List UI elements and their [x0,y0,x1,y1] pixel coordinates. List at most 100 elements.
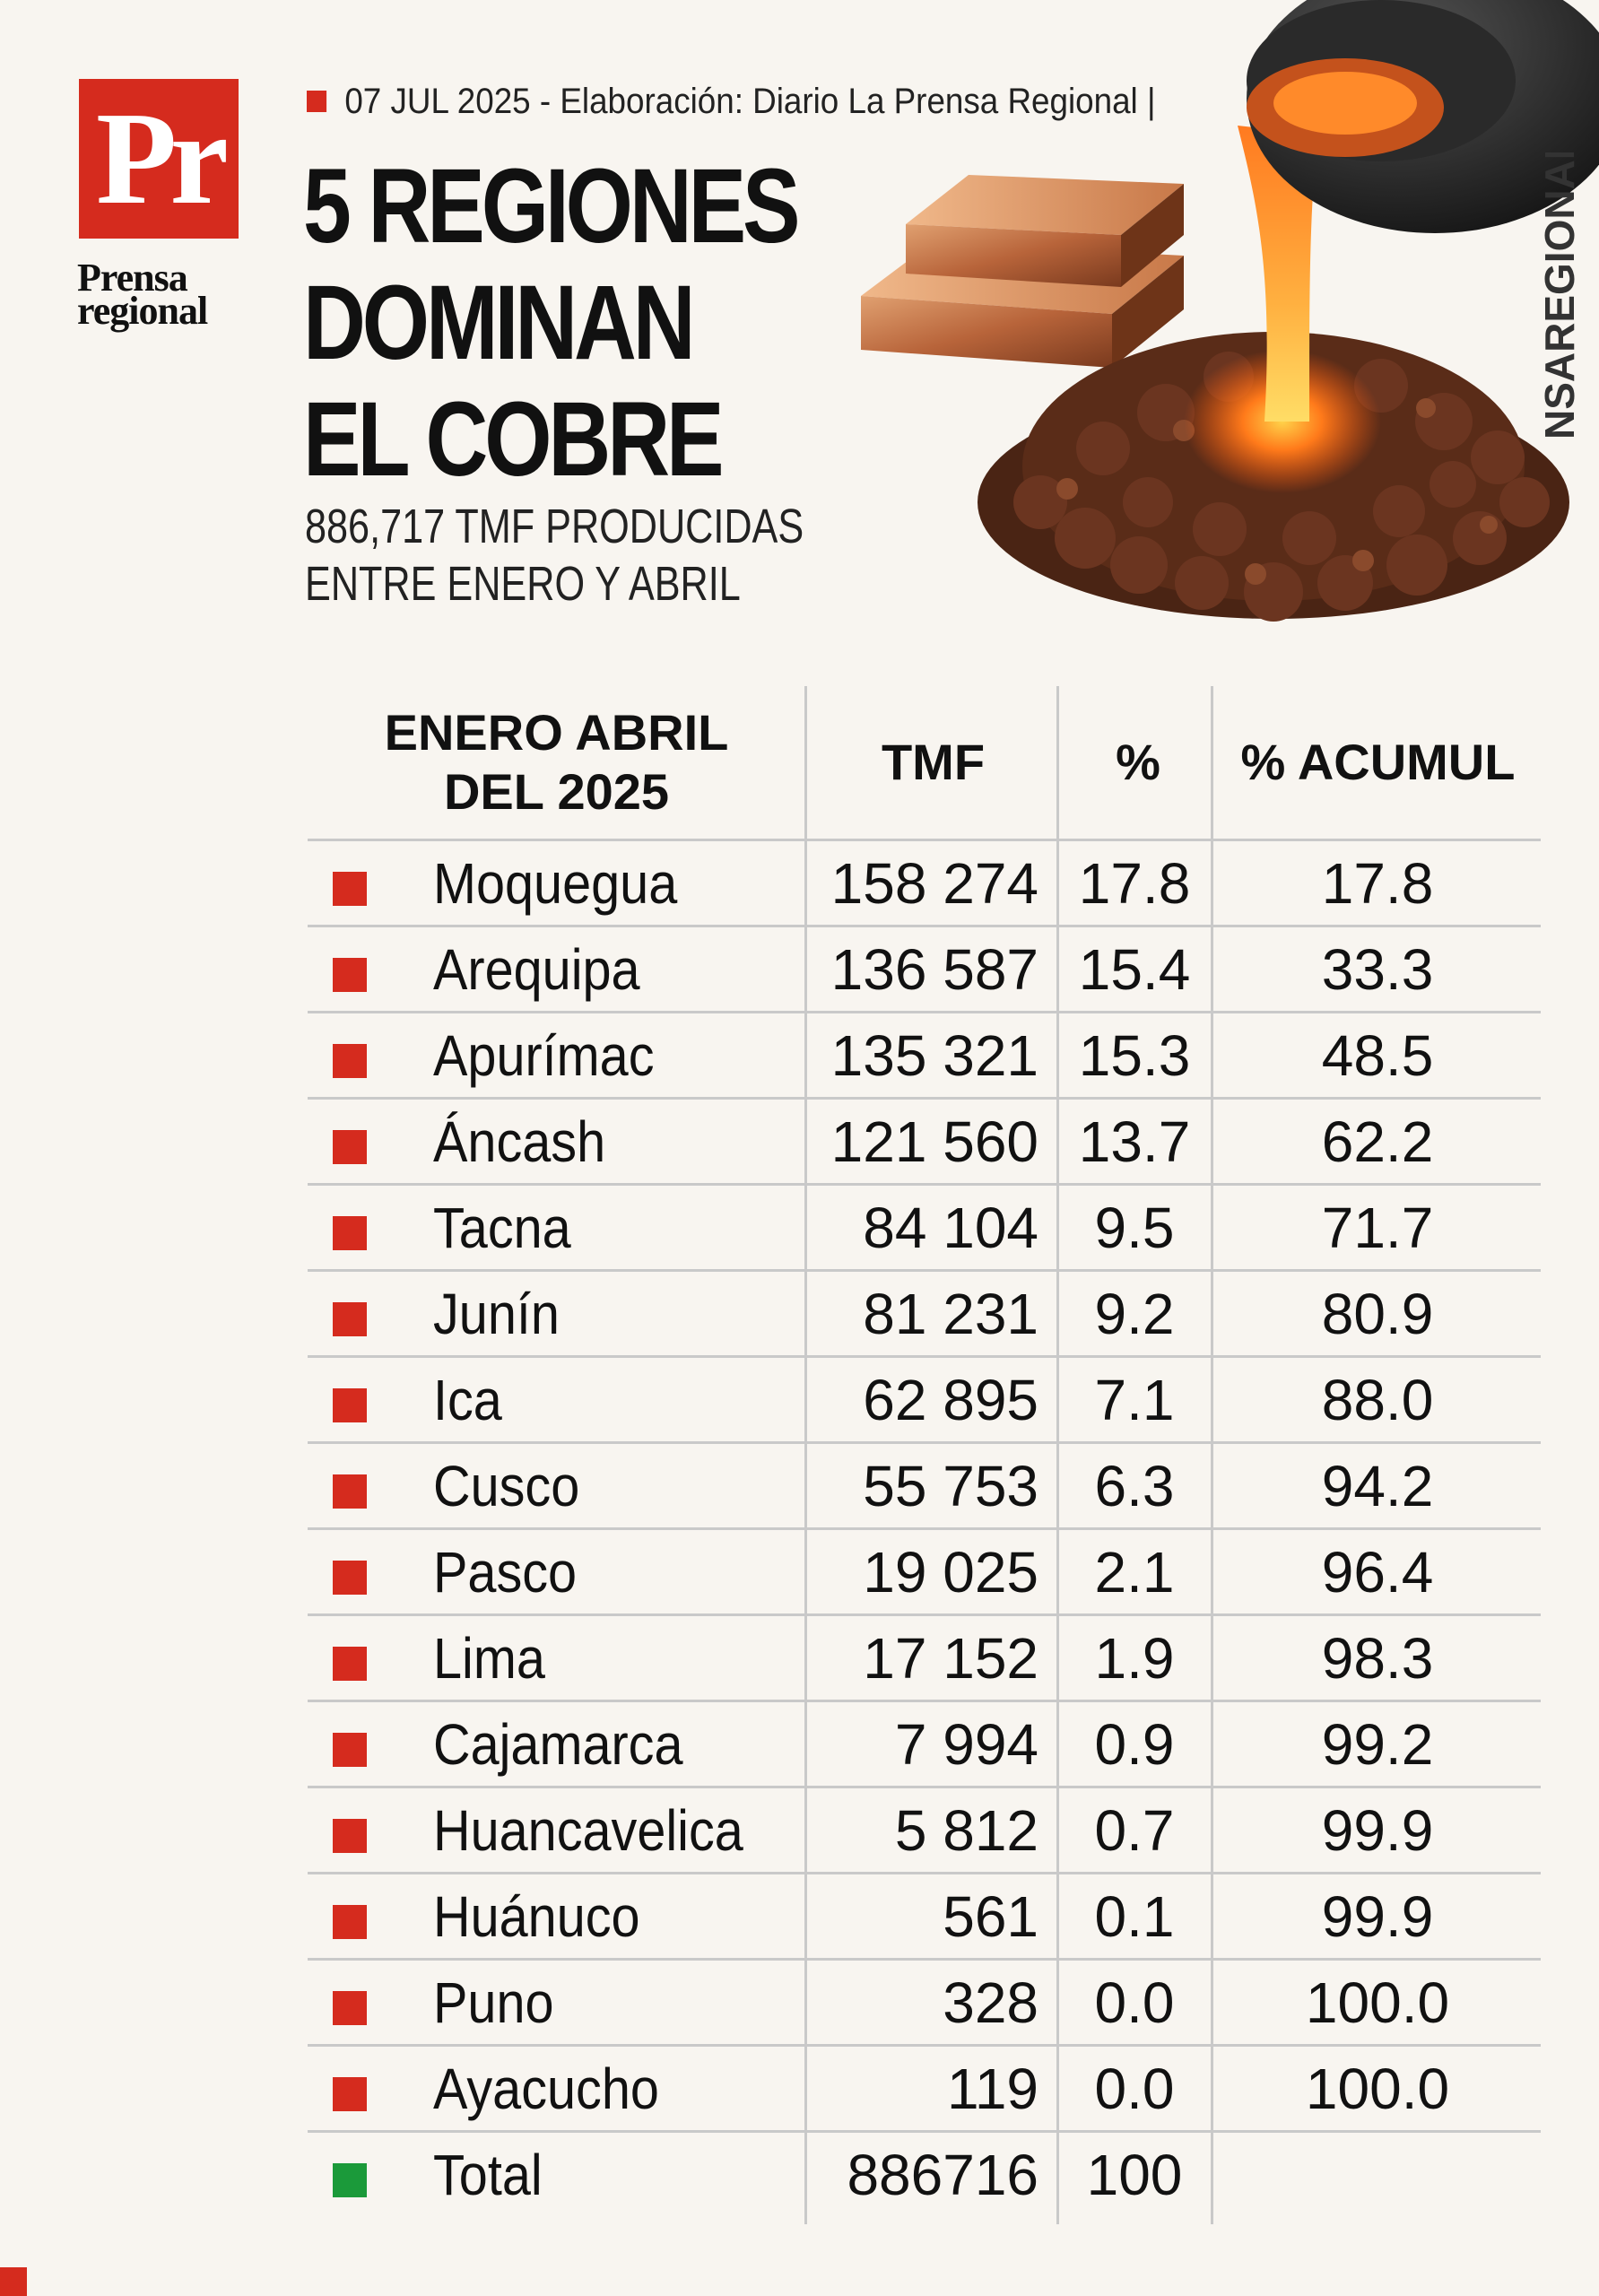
region-name: Total [433,2142,543,2207]
bullet-square-icon [333,1733,367,1767]
bullet-square-icon [333,2163,367,2197]
acc-value: 17.8 [1321,850,1434,916]
pct-value: 0.9 [1094,1711,1175,1777]
bullet-square-icon [333,1991,367,2025]
pct-value: 13.7 [1078,1109,1191,1174]
pct-value: 15.4 [1078,936,1191,1002]
pct-value: 100 [1086,2142,1183,2207]
acc-value: 48.5 [1321,1022,1434,1088]
pct-value: 6.3 [1094,1453,1175,1518]
header-acc: % ACUMUL [1240,734,1516,790]
acc-value: 71.7 [1321,1195,1434,1260]
tmf-value: 136 587 [830,936,1038,1002]
table-header: ENERO ABRIL DEL 2025 TMF % % ACUMUL [308,686,1541,839]
tmf-value: 7 994 [894,1711,1038,1777]
acc-value: 33.3 [1321,936,1434,1002]
byline-text: 07 JUL 2025 - Elaboración: Diario La Pre… [344,81,1156,121]
table-row: Cusco 55 753 6.3 94.2 [308,1441,1541,1527]
corner-accent [0,2267,27,2296]
region-name: Cajamarca [433,1711,683,1777]
table-row: Junín 81 231 9.2 80.9 [308,1269,1541,1355]
table-row: Ica 62 895 7.1 88.0 [308,1355,1541,1441]
bullet-square-icon [333,1302,367,1336]
bullet-square-icon [333,1044,367,1078]
bullet-square-icon [333,1216,367,1250]
subtitle-line-2: ENTRE ENERO Y ABRIL [305,557,741,611]
tmf-value: 17 152 [863,1625,1038,1691]
acc-value: 94.2 [1321,1453,1434,1518]
title-line-3: EL COBRE [303,380,725,499]
header-tmf: TMF [881,734,986,790]
bullet-square-icon [333,1905,367,1939]
bullet-square-icon [333,1819,367,1853]
title-line-1: 5 REGIONES [303,147,801,265]
side-watermark: NSAREGIONAL [1536,152,1583,439]
acc-value: 62.2 [1321,1109,1434,1174]
tmf-value: 561 [943,1883,1038,1949]
table-row: Huancavelica 5 812 0.7 99.9 [308,1786,1541,1872]
tmf-value: 84 104 [863,1195,1038,1260]
column-divider [1056,686,1059,2224]
tmf-value: 55 753 [863,1453,1038,1518]
table-row: Áncash 121 560 13.7 62.2 [308,1097,1541,1183]
pct-value: 17.8 [1078,850,1191,916]
region-name: Moquegua [433,850,678,916]
bullet-square-icon [333,1388,367,1422]
table-row: Lima 17 152 1.9 98.3 [308,1613,1541,1700]
tmf-value: 62 895 [863,1367,1038,1432]
region-name: Huancavelica [433,1797,743,1863]
region-name: Arequipa [433,936,640,1002]
region-name: Pasco [433,1539,578,1605]
bullet-square-icon [333,958,367,992]
header-period: ENERO ABRIL DEL 2025 [308,686,805,839]
bullet-square-icon [333,1474,367,1509]
table-row: Cajamarca 7 994 0.9 99.2 [308,1700,1541,1786]
table-row: Arequipa 136 587 15.4 33.3 [308,925,1541,1011]
bullet-square-icon [333,1130,367,1164]
table-row: Moquegua 158 274 17.8 17.8 [308,839,1541,925]
bullet-square-icon [307,91,327,112]
table-row: Tacna 84 104 9.5 71.7 [308,1183,1541,1269]
region-name: Tacna [433,1195,571,1260]
subtitle: 886,717 TMF PRODUCIDAS ENTRE ENERO Y ABR… [305,498,804,613]
pct-value: 0.0 [1094,2056,1175,2121]
tmf-value: 135 321 [830,1022,1038,1088]
bullet-square-icon [333,1561,367,1595]
column-divider [804,686,807,2224]
header-period-line2: DEL 2025 [443,763,670,820]
header-period-line1: ENERO ABRIL [384,704,729,761]
acc-value: 80.9 [1321,1281,1434,1346]
copper-illustration [861,0,1599,622]
pct-value: 9.2 [1094,1281,1175,1346]
pct-value: 15.3 [1078,1022,1191,1088]
tmf-value: 81 231 [863,1281,1038,1346]
pct-value: 2.1 [1094,1539,1175,1605]
pct-value: 0.0 [1094,1970,1175,2035]
tmf-value: 119 [946,2056,1038,2121]
acc-value: 100.0 [1305,2056,1450,2121]
acc-value: 99.2 [1321,1711,1434,1777]
tmf-value: 328 [943,1970,1038,2035]
region-name: Cusco [433,1453,580,1518]
table-row: Huánuco 561 0.1 99.9 [308,1872,1541,1958]
region-name: Áncash [433,1109,606,1174]
bullet-square-icon [333,872,367,906]
tmf-value: 886716 [847,2142,1038,2207]
tmf-value: 158 274 [830,850,1038,916]
byline: 07 JUL 2025 - Elaboración: Diario La Pre… [307,79,1156,124]
region-name: Ica [433,1367,502,1432]
pct-value: 1.9 [1094,1625,1175,1691]
acc-value: 100.0 [1305,1970,1450,2035]
header-pct: % [1116,734,1160,790]
bullet-square-icon [333,2077,367,2111]
table-row: Ayacucho 119 0.0 100.0 [308,2044,1541,2130]
title-line-2: DOMINAN [303,264,696,382]
page-title: 5 REGIONES DOMINAN EL COBRE [303,147,801,499]
region-name: Ayacucho [433,2056,659,2121]
bullet-square-icon [333,1647,367,1681]
table-row-total: Total 886716 100 [308,2130,1541,2216]
acc-value: 99.9 [1321,1797,1434,1863]
pct-value: 9.5 [1094,1195,1175,1260]
tmf-value: 121 560 [830,1109,1038,1174]
region-name: Puno [433,1970,554,2035]
